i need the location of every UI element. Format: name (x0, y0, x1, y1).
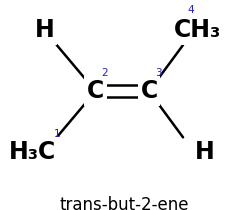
Text: trans-but-2-ene: trans-but-2-ene (60, 196, 189, 210)
Text: 2: 2 (102, 68, 108, 78)
Text: 1: 1 (53, 129, 60, 139)
Text: 3: 3 (155, 68, 162, 78)
Text: H: H (35, 18, 55, 42)
Text: 4: 4 (187, 5, 194, 15)
Text: H: H (195, 140, 215, 164)
Text: CH₃: CH₃ (174, 18, 221, 42)
Text: H₃C: H₃C (9, 140, 56, 164)
Text: C: C (87, 79, 104, 103)
Text: C: C (140, 79, 158, 103)
